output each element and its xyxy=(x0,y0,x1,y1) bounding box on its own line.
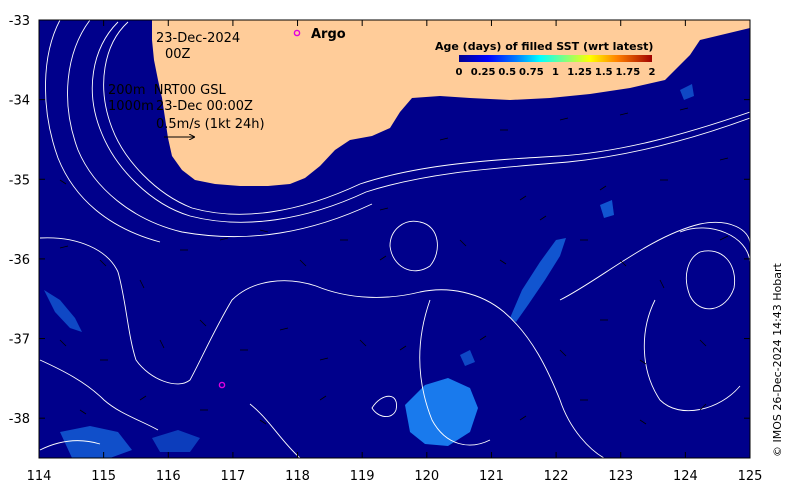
colorbar-title: Age (days) of filled SST (wrt latest) xyxy=(435,40,653,53)
y-tick-label: -37 xyxy=(9,333,30,348)
x-tick-label: 121 xyxy=(479,469,504,484)
y-axis: -33 -34 -35 -36 -37 -38 xyxy=(9,14,750,427)
x-tick-label: 124 xyxy=(673,469,698,484)
x-tick-label: 122 xyxy=(544,469,569,484)
x-tick-label: 114 xyxy=(27,469,52,484)
x-tick-label: 118 xyxy=(285,469,310,484)
x-tick-label: 119 xyxy=(350,469,375,484)
date-line1: 23-Dec-2024 xyxy=(156,31,240,46)
plot-area xyxy=(39,20,750,458)
credit-text: © IMOS 26-Dec-2024 14:43 Hobart xyxy=(771,262,784,457)
y-tick-label: -38 xyxy=(9,412,30,427)
colorbar xyxy=(459,55,652,62)
vector-scale-label: 0.5m/s (1kt 24h) xyxy=(156,117,265,132)
legend-line2a: 1000m xyxy=(108,99,154,114)
plot-frame xyxy=(38,19,751,459)
current-vectors xyxy=(59,107,729,425)
y-tick-label: -34 xyxy=(9,94,30,109)
colorbar-ticks: 0 0.25 0.5 0.75 1 1.25 1.5 1.75 2 xyxy=(456,67,656,78)
colorbar-tick-label: 2 xyxy=(649,67,656,78)
x-tick-label: 125 xyxy=(738,469,763,484)
colorbar-tick-label: 0.75 xyxy=(519,67,544,78)
date-line2: 00Z xyxy=(165,47,191,62)
argo-marker-legend xyxy=(293,29,301,37)
colorbar-tick-label: 0.25 xyxy=(471,67,496,78)
colorbar-tick-label: 1 xyxy=(552,67,559,78)
colorbar-tick-label: 1.5 xyxy=(595,67,613,78)
isobath-contours xyxy=(39,20,750,458)
filled-sst-patches xyxy=(44,84,694,458)
legend-line1: 200m NRT00 GSL xyxy=(108,83,226,98)
argo-marker[interactable] xyxy=(218,381,226,389)
colorbar-tick-label: 0 xyxy=(456,67,463,78)
colorbar-tick-label: 1.25 xyxy=(567,67,592,78)
x-tick-label: 117 xyxy=(220,469,245,484)
y-tick-label: -35 xyxy=(9,173,30,188)
colorbar-tick-label: 0.5 xyxy=(498,67,516,78)
argo-label: Argo xyxy=(311,27,346,42)
y-tick-label: -36 xyxy=(9,253,30,268)
colorbar-tick-label: 1.75 xyxy=(616,67,641,78)
x-tick-label: 115 xyxy=(91,469,116,484)
x-tick-label: 120 xyxy=(414,469,439,484)
y-tick-label: -33 xyxy=(9,14,30,29)
legend-line2b: 23-Dec 00:00Z xyxy=(156,99,253,114)
x-tick-label: 123 xyxy=(608,469,633,484)
x-tick-label: 116 xyxy=(156,469,181,484)
x-axis: 114 115 116 117 118 119 120 121 122 123 124 125 xyxy=(27,20,763,484)
